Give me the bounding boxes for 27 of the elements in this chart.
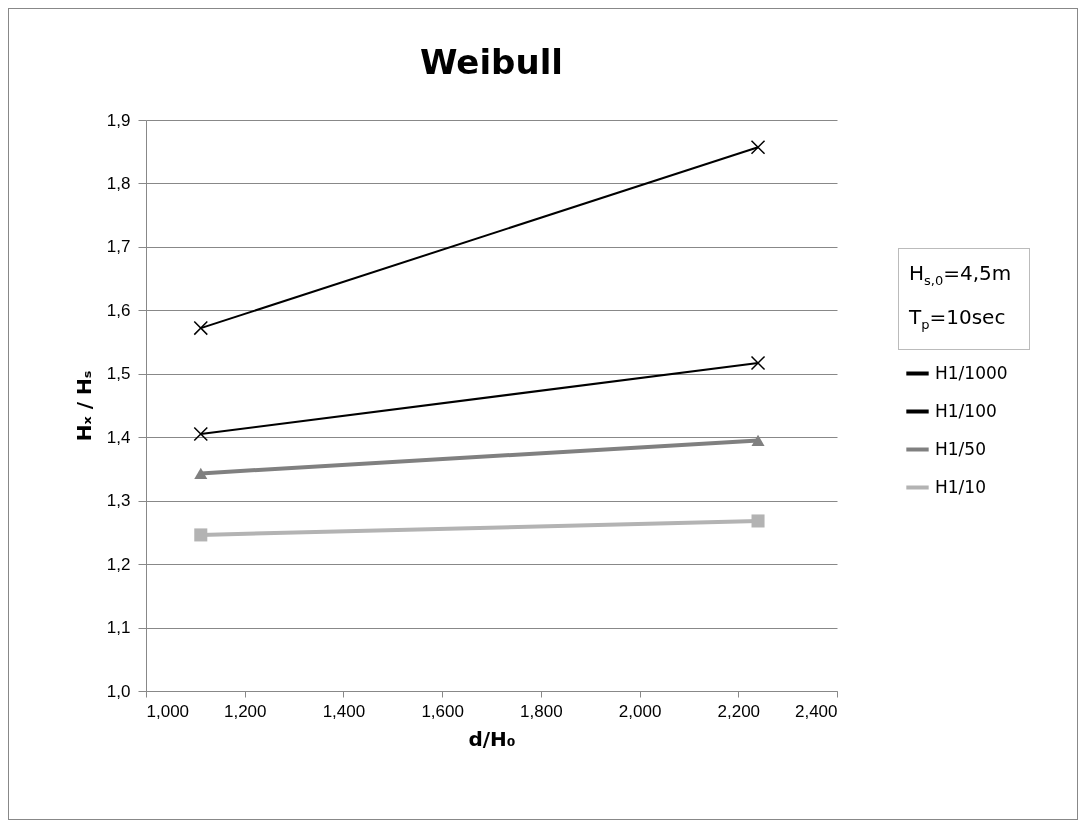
y-tick-label: 1,5 (106, 364, 131, 384)
x-tick-label: 1,000 (146, 701, 190, 721)
y-tick-label: 1,9 (106, 110, 131, 130)
legend-label: H1/1000 (935, 362, 1008, 383)
y-tick-label: 1,7 (106, 237, 131, 257)
x-axis-title: d/H₀ (468, 726, 516, 751)
x-tick-label: 2,000 (618, 701, 662, 721)
x-tick-label: 1,600 (421, 701, 464, 721)
legend-label: H1/100 (935, 400, 997, 421)
y-tick-label: 1,3 (106, 491, 131, 511)
y-tick-label: 1,6 (106, 300, 131, 320)
x-tick-label: 1,200 (223, 701, 267, 721)
text: H$_{s,0}$=4,5m (909, 261, 1012, 288)
legend-label: H1/10 (935, 476, 986, 497)
y-tick-label: 1,1 (106, 618, 131, 638)
x-tick-label: 1,400 (322, 701, 366, 721)
text: T$_{p}$=10sec (909, 305, 1006, 332)
y-tick-label: 1,2 (106, 554, 131, 574)
legend-label: H1/50 (935, 438, 986, 459)
y-tick-label: 1,8 (106, 173, 131, 193)
y-tick-label: 1,0 (106, 681, 131, 701)
chart-title: Weibull (420, 42, 563, 82)
y-axis-title: Hₓ / Hₛ (71, 370, 96, 442)
x-tick-label: 2,200 (717, 701, 761, 721)
y-tick-label: 1,4 (106, 427, 131, 447)
x-tick-label: 2,400 (794, 701, 838, 721)
x-tick-label: 1,800 (520, 701, 563, 721)
